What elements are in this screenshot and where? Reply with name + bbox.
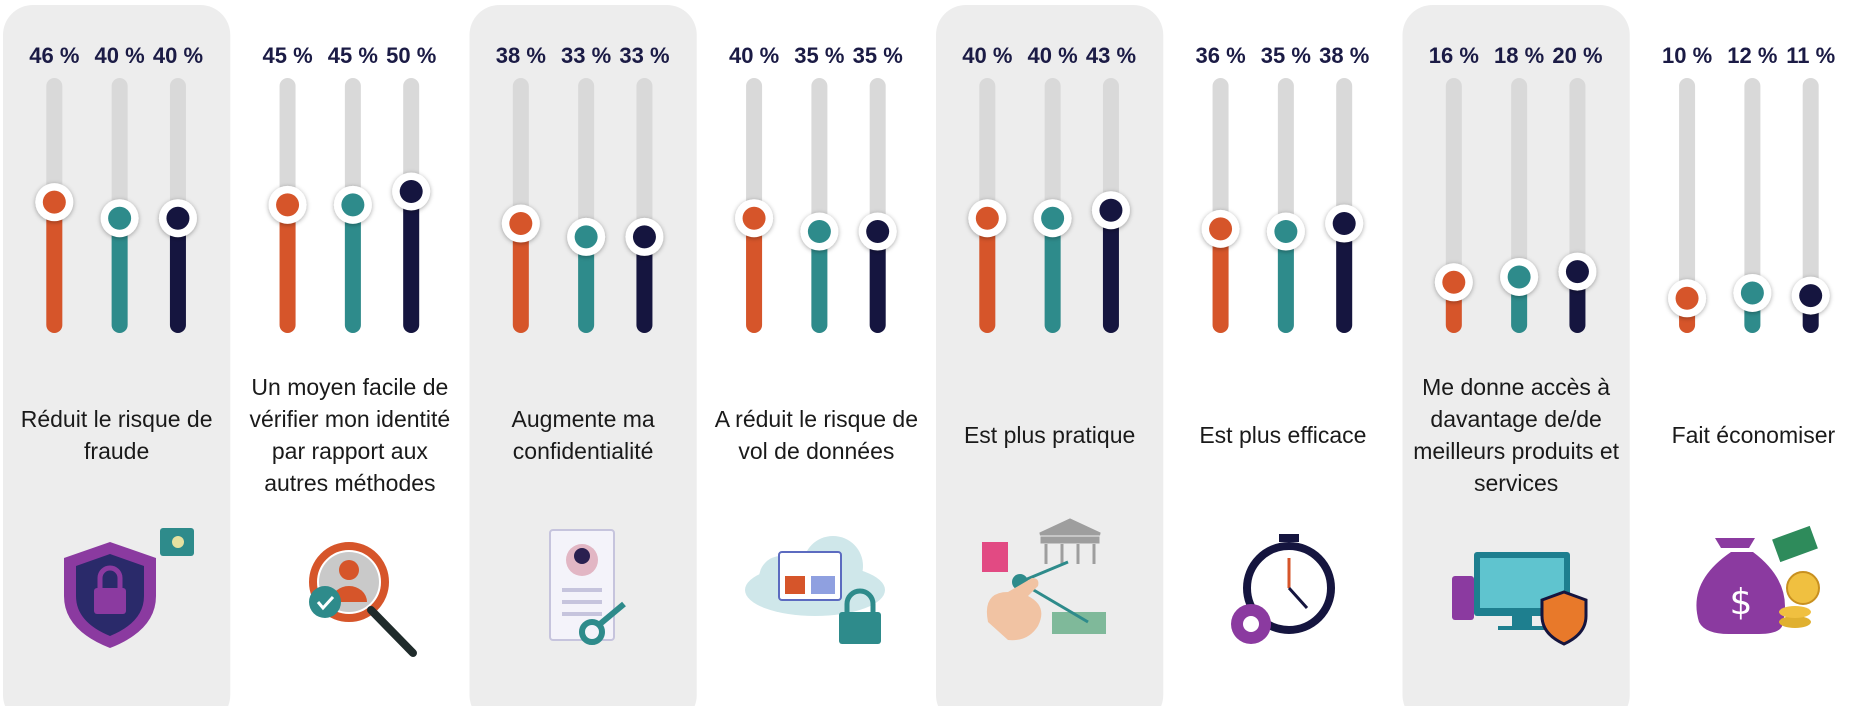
slider-knob-dot: [808, 220, 831, 243]
chart: 46 % 40 % 40 % 45 % 45 % 50 % 38 % 33 % 33 % 40 %…: [0, 0, 1866, 706]
slider-knob-dot: [276, 193, 299, 216]
slider-knob-dot: [866, 220, 889, 243]
category-label: A réduit le risque de vol de données: [703, 365, 929, 505]
slider-knob-dot: [509, 212, 532, 235]
slider-knob-dot: [1799, 284, 1822, 307]
value-label: 35 %: [794, 43, 844, 68]
value-label: 40 %: [95, 43, 145, 68]
icon-magnifier: [309, 546, 413, 653]
slider-knob-dot: [1676, 287, 1699, 310]
page: {"chart_data": {"type": "slider", "categ…: [0, 0, 1866, 706]
value-label: 40 %: [153, 43, 203, 68]
slider-knob-dot: [976, 207, 999, 230]
category-label: Fait économiser: [1640, 365, 1866, 505]
slider-knob-dot: [43, 191, 66, 214]
slider-knob-dot: [575, 225, 598, 248]
slider-knob-dot: [1333, 212, 1356, 235]
slider-knob-dot: [633, 225, 656, 248]
value-label: 20 %: [1552, 43, 1602, 68]
value-label: 38 %: [496, 43, 546, 68]
value-label: 10 %: [1662, 43, 1712, 68]
value-label: 50 %: [386, 43, 436, 68]
value-label: 16 %: [1429, 43, 1479, 68]
value-label: 40 %: [729, 43, 779, 68]
value-label: 45 %: [262, 43, 312, 68]
category-label: Un moyen facile de vérifier mon identité…: [237, 365, 463, 505]
slider-knob-dot: [1741, 281, 1764, 304]
value-label: 11 %: [1786, 43, 1835, 68]
category-label: Réduit le risque de fraude: [4, 365, 230, 505]
value-label: 18 %: [1494, 43, 1544, 68]
value-label: 40 %: [962, 43, 1012, 68]
value-label: 35 %: [1261, 43, 1311, 68]
slider-knob-dot: [1508, 265, 1531, 288]
value-label: 12 %: [1727, 43, 1777, 68]
svg-text:$: $: [1730, 582, 1753, 623]
category-label: Augmente ma confidentialité: [470, 365, 696, 505]
value-label: 43 %: [1086, 43, 1136, 68]
slider-fill: [280, 205, 296, 333]
value-label: 45 %: [328, 43, 378, 68]
icon-document: [550, 530, 624, 642]
value-label: 33 %: [561, 43, 611, 68]
slider-knob-dot: [1274, 220, 1297, 243]
slider-knob-dot: [1099, 199, 1122, 222]
slider-knob-dot: [1566, 260, 1589, 283]
category-label: Est plus pratique: [937, 365, 1163, 505]
value-label: 46 %: [29, 43, 79, 68]
slider-fill: [403, 192, 419, 334]
icon-stopwatch: [1231, 534, 1331, 644]
value-label: 40 %: [1028, 43, 1078, 68]
category-label: Me donne accès à davantage de/de meilleu…: [1403, 365, 1629, 505]
slider-knob-dot: [400, 180, 423, 203]
slider-knob-dot: [1209, 217, 1232, 240]
slider-knob-dot: [1442, 271, 1465, 294]
value-label: 33 %: [619, 43, 669, 68]
slider-fill: [345, 205, 361, 333]
slider-knob-dot: [1041, 207, 1064, 230]
value-label: 36 %: [1195, 43, 1245, 68]
icon-money-bag: $: [1696, 526, 1819, 634]
slider-knob-dot: [108, 207, 131, 230]
value-label: 35 %: [853, 43, 903, 68]
slider-fill: [46, 202, 62, 333]
icon-cloud: [745, 536, 885, 644]
slider-knob-dot: [743, 207, 766, 230]
value-label: 38 %: [1319, 43, 1369, 68]
slider-knob-dot: [166, 207, 189, 230]
slider-knob-dot: [341, 193, 364, 216]
category-label: Est plus efficace: [1170, 365, 1396, 505]
